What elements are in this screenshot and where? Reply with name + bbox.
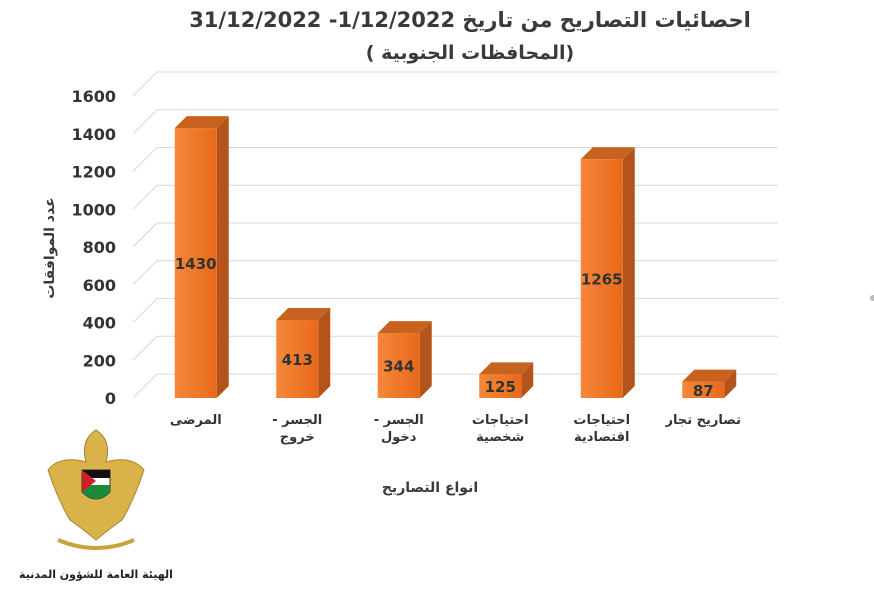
bar [276, 308, 331, 398]
x-axis-label: انواع التصاريح [381, 480, 479, 496]
x-tick-label: احتياجات اقتصادية [573, 413, 631, 445]
x-tick-label: الجسر - دخول [373, 413, 424, 445]
y-tick-label: 0 [105, 389, 116, 408]
grid-line [132, 222, 778, 248]
grid-line [132, 298, 778, 323]
organization: الهيئة العامة للشؤون المدنية [19, 568, 173, 581]
grid-line [132, 109, 778, 135]
value-label: 1265 [581, 271, 623, 289]
grid-line [132, 335, 778, 361]
y-tick-label: 400 [83, 314, 116, 333]
bar [580, 147, 635, 398]
value-label: 87 [693, 382, 714, 400]
value-label: 125 [485, 378, 516, 396]
y-tick-label: 1000 [71, 200, 116, 219]
bar [174, 116, 229, 398]
grid-line [132, 260, 778, 286]
value-label: 413 [282, 351, 313, 369]
bar [377, 321, 432, 398]
value-label: 1430 [175, 255, 217, 273]
y-tick-label: 600 [83, 276, 116, 295]
dot [870, 295, 874, 301]
y-tick-label: 200 [83, 351, 116, 370]
bar [479, 362, 534, 398]
x-tick-label: المرضى [169, 413, 222, 428]
grid-line [132, 147, 778, 172]
x-tick-label: احتياجات شخصية [471, 413, 529, 445]
grid-line [132, 71, 778, 97]
x-tick-label: الجسر - خروج [272, 413, 323, 445]
y-tick-label: 1200 [71, 163, 116, 182]
chart-title: احصائيات التصاريح من تاريخ 1/12/2022- 31… [189, 8, 751, 32]
emblem [47, 429, 145, 550]
grid-line [132, 373, 778, 399]
bar [682, 369, 737, 398]
value-label: 344 [383, 358, 414, 376]
chart-subtitle: (المحافظات الجنوبية ) [365, 42, 575, 64]
grid-line [132, 184, 778, 210]
x-tick-label: تصاريح تجار [665, 413, 741, 428]
y-tick-label: 800 [83, 238, 116, 257]
y-tick-label: 1600 [71, 87, 116, 106]
y-tick-label: 1400 [71, 125, 116, 144]
